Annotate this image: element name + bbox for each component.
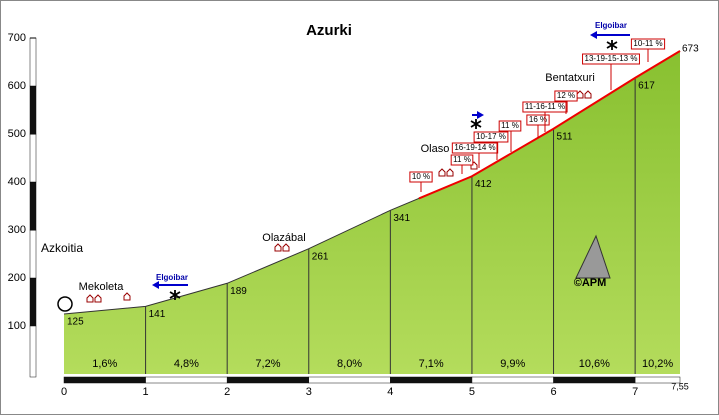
ramp-box: [630, 38, 666, 50]
x-tick-label: 7,55: [671, 381, 689, 391]
house-icon: [94, 294, 102, 303]
ramp-label: 11 %: [453, 155, 471, 164]
place-label: Olazábal: [262, 232, 305, 244]
house-icon: [274, 243, 282, 252]
x-tick-label: 6: [550, 386, 556, 398]
altitude-bar: [29, 133, 37, 183]
ramp-label: 10-11 %: [633, 39, 662, 48]
altitude-label: 189: [230, 286, 247, 297]
ramp-box: [473, 131, 509, 143]
credit: ©APM: [574, 277, 607, 289]
x-tick-label: 4: [387, 386, 393, 398]
arrow-head: [590, 31, 597, 39]
gradient-label: 10,6%: [579, 358, 610, 370]
altitude-bar: [29, 85, 37, 135]
ramp-label: 16 %: [529, 115, 547, 124]
ramp-box: [582, 53, 640, 65]
distance-bar: [226, 376, 310, 384]
arrow-head: [152, 281, 159, 289]
x-tick-label: 7: [632, 386, 638, 398]
ramp-label: 11 %: [501, 121, 519, 130]
distance-bar: [471, 376, 554, 384]
gradient-label: 7,2%: [255, 358, 280, 370]
altitude-label: 617: [638, 80, 655, 91]
arrow-head: [477, 111, 484, 119]
asterisk-icon: [470, 119, 482, 129]
altitude-bar: [29, 229, 37, 279]
direction-label: Elgoibar: [156, 273, 188, 282]
distance-bar: [390, 376, 473, 384]
gradient-label: 10,2%: [642, 358, 673, 370]
asterisk-icon: [606, 40, 618, 50]
y-tick-label: 600: [8, 80, 26, 92]
distance-bar: [308, 376, 391, 384]
ramp-box: [498, 120, 522, 132]
y-tick-label: 400: [8, 176, 26, 188]
gradient-label: 8,0%: [337, 358, 362, 370]
place-label: Azkoitia: [41, 241, 83, 255]
x-tick-label: 1: [143, 386, 149, 398]
ramp-box: [409, 171, 433, 183]
gradient-label: 1,6%: [92, 358, 117, 370]
house-icon: [584, 90, 592, 99]
ramp-label: 10 %: [412, 172, 430, 181]
distance-bar: [553, 376, 636, 384]
altitude-bar: [29, 277, 37, 327]
altitude-bar: [29, 37, 37, 87]
altitude-label: 412: [475, 179, 492, 190]
y-tick-label: 700: [8, 32, 26, 44]
fountain-icon: [57, 296, 73, 312]
house-icon: [123, 292, 131, 301]
altitude-label: 261: [312, 251, 329, 262]
ramp-box: [526, 114, 550, 126]
steep-trace: [418, 50, 681, 200]
altitude-label: 673: [682, 44, 699, 55]
place-label: Olaso: [421, 143, 450, 155]
house-icon: [438, 168, 446, 177]
altitude-label: 341: [393, 213, 410, 224]
ramp-label: 16-19-14 %: [454, 143, 495, 152]
ramp-box: [450, 154, 474, 166]
y-tick-label: 100: [8, 320, 26, 332]
distance-bar: [145, 376, 228, 384]
ramp-label: 11-16-11 %: [525, 102, 565, 111]
gradient-label: 4,8%: [174, 358, 199, 370]
altitude-label: 125: [67, 317, 84, 328]
x-tick-label: 3: [306, 386, 312, 398]
altitude-bar: [29, 181, 37, 231]
ramp-label: 13-19-15-13 %: [585, 54, 638, 63]
chart-title: Azurki: [306, 22, 352, 39]
ramp-label: 12 %: [557, 91, 575, 100]
x-tick-label: 0: [61, 386, 67, 398]
house-icon: [86, 294, 94, 303]
gradient-label: 7,1%: [419, 358, 444, 370]
x-tick-label: 2: [224, 386, 230, 398]
ramp-box: [522, 101, 568, 113]
distance-bar: [63, 376, 146, 384]
y-tick-label: 200: [8, 272, 26, 284]
distance-bar: [634, 376, 681, 384]
ramp-box: [554, 90, 578, 102]
ramp-box: [451, 142, 499, 154]
place-label: Mekoleta: [79, 281, 125, 293]
asterisk-icon: [169, 290, 181, 300]
ramp-label: 10-17 %: [476, 132, 506, 141]
place-label: Bentatxuri: [545, 72, 595, 84]
house-icon: [446, 168, 454, 177]
altitude-label: 141: [149, 309, 166, 320]
altitude-label: 511: [557, 131, 573, 142]
gradient-label: 9,9%: [500, 358, 525, 370]
house-icon: [282, 243, 290, 252]
x-tick-label: 5: [469, 386, 475, 398]
direction-label: Elgoibar: [595, 21, 627, 30]
logo-mountain: [575, 234, 611, 279]
area-fill: [64, 50, 680, 375]
y-tick-label: 500: [8, 128, 26, 140]
altitude-bar: [29, 325, 37, 378]
y-tick-label: 300: [8, 224, 26, 236]
